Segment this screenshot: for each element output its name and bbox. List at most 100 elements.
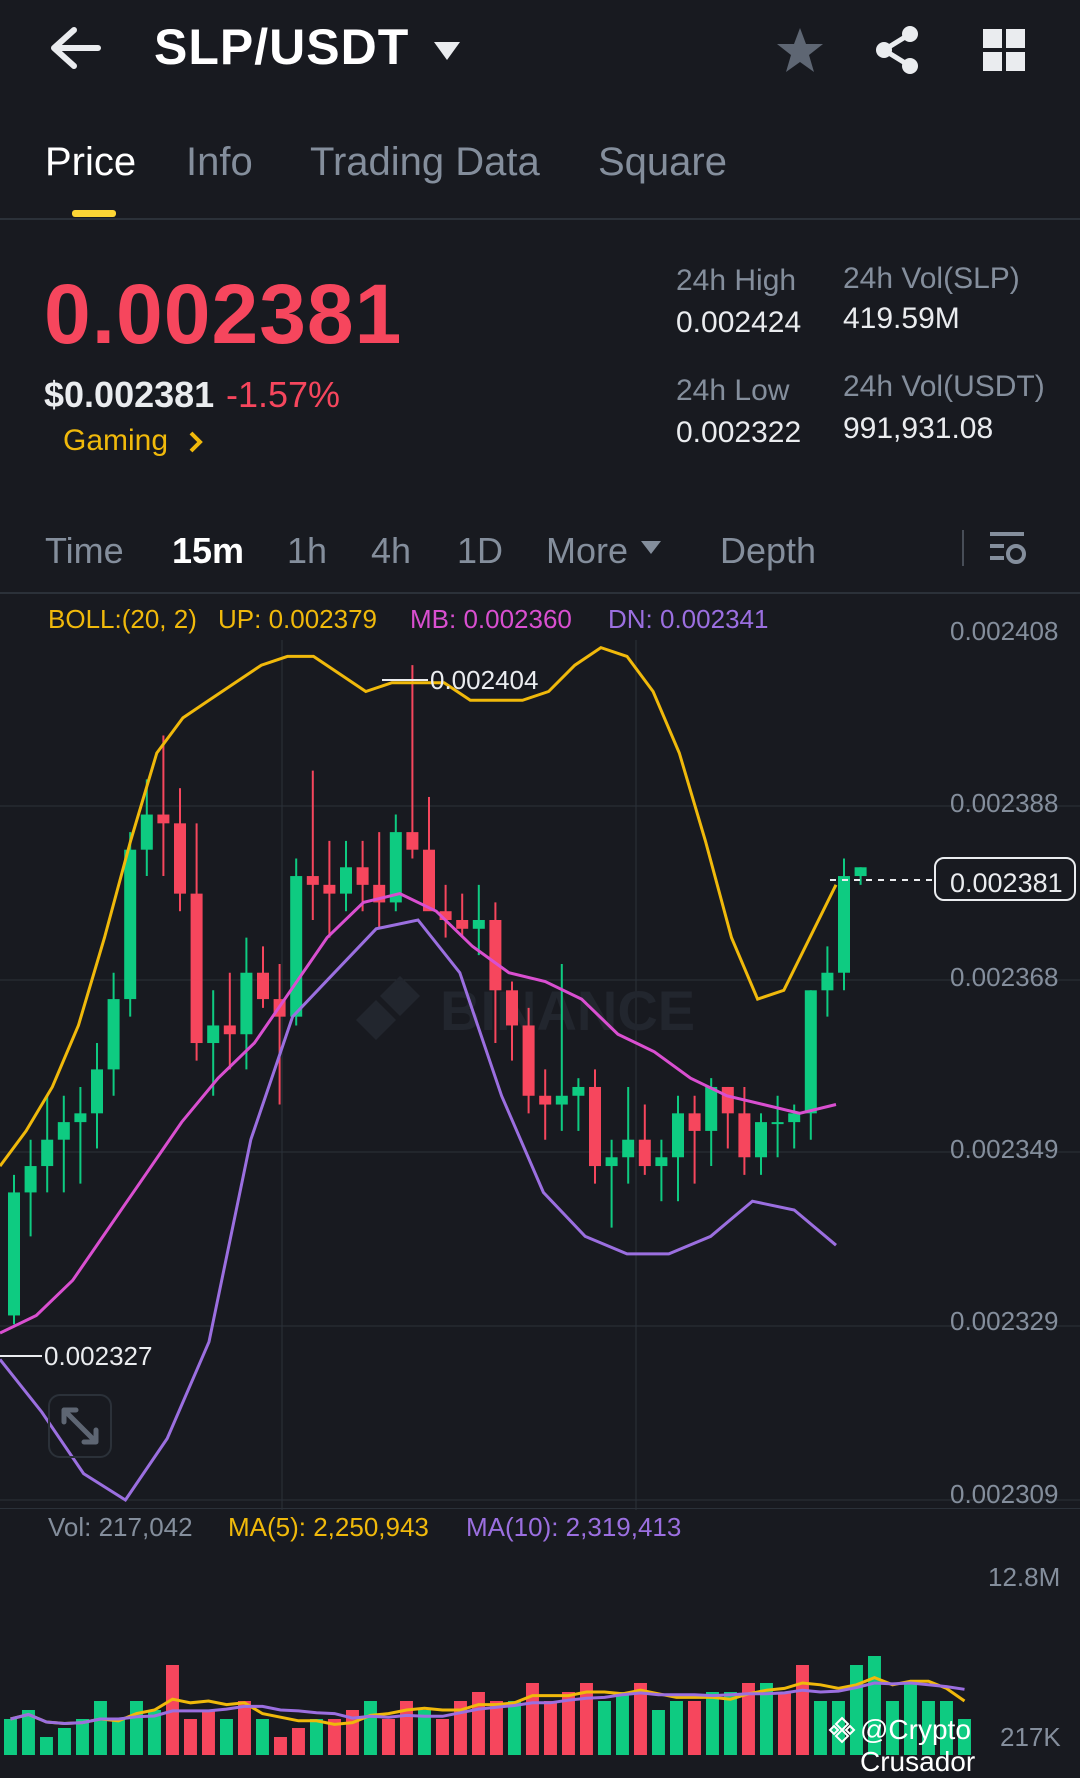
candle [638,1104,651,1175]
tab-price[interactable]: Price [45,140,137,184]
volume-bar [562,1692,575,1755]
candle [240,937,253,1070]
volume-bar [4,1719,17,1755]
candle [107,972,120,1096]
toolbar-separator [962,530,964,566]
volume-bar [310,1719,323,1755]
candle [157,735,170,877]
candle-body [340,867,352,894]
tab-trading-data[interactable]: Trading Data [310,140,540,184]
volume-bar [40,1737,53,1755]
boll-up-line [0,645,838,1167]
star-icon[interactable] [775,26,825,74]
caret-down-icon[interactable] [432,40,462,62]
candle [41,1095,54,1193]
candle [190,823,203,1061]
volume-bar [382,1719,395,1755]
candle-body [705,1086,718,1131]
volume-bar [364,1701,377,1755]
volume-bar [598,1701,611,1755]
candlestick-chart[interactable]: BINANCE [0,640,1080,1510]
candle [472,884,485,956]
boll-dn-line [0,918,837,1503]
chevron-right-icon[interactable] [188,430,204,454]
high-value: 0.002424 [676,306,802,339]
high-label: 24h High [676,264,797,297]
candle [223,972,236,1070]
caret-down-icon[interactable] [640,540,662,556]
candle [539,1069,552,1140]
tf-time[interactable]: Time [45,530,124,571]
candle [622,1086,635,1184]
candle-body [24,1166,37,1193]
vol-slp-value: 419.59M [843,302,960,335]
candle [124,832,137,1017]
volume-ma5: MA(5): 2,250,943 [228,1512,429,1542]
candle [522,1007,535,1114]
candle [838,858,850,991]
price-change-percent: -1.57% [226,374,341,415]
volume-bar [580,1683,593,1755]
candle [555,963,568,1131]
chart-settings-icon[interactable] [988,528,1028,568]
candle-body [107,999,120,1070]
candle-body [356,867,369,885]
tf-15m[interactable]: 15m [172,530,245,571]
candle [306,770,319,920]
volume-bar [76,1719,89,1755]
volume-bar [184,1719,197,1755]
candle [207,990,220,1096]
pair-title[interactable]: SLP/USDT [154,19,410,75]
category-tag[interactable]: Gaming [63,424,169,457]
tab-info[interactable]: Info [186,140,253,184]
volume-bar [706,1692,719,1755]
tf-depth[interactable]: Depth [720,530,817,571]
volume-bar [220,1719,233,1755]
candle-body [589,1086,601,1167]
volume-bar [202,1710,215,1755]
volume-bar [958,1719,971,1755]
candle-body [8,1192,20,1316]
min-price-annotation: 0.002327 [44,1341,153,1371]
price-axis-label: 0.002388 [950,788,1059,818]
tab-square[interactable]: Square [598,140,727,184]
candle-body [854,867,867,877]
volume-bar [544,1701,557,1755]
expand-icon [61,1407,99,1445]
volume-bar [616,1692,629,1755]
binance-watermark-icon: BINANCE [356,976,695,1042]
low-value: 0.002322 [676,416,802,449]
volume-bar [904,1683,917,1755]
candle-body [472,920,485,929]
candle-body [489,920,502,991]
price-axis-label: 0.002368 [950,962,1059,992]
candle-body [174,823,186,894]
candle-body [771,1122,784,1125]
fullscreen-button[interactable] [48,1394,112,1458]
candle [655,1139,668,1202]
volume-bar [436,1719,449,1755]
tf-1d[interactable]: 1D [457,530,504,571]
tabs-divider [0,218,1080,220]
boll-label: BOLL:(20, 2) [48,604,197,634]
candle [340,840,352,912]
tf-4h[interactable]: 4h [371,530,412,571]
grid-icon[interactable] [982,28,1026,72]
tf-more[interactable]: More [546,530,629,571]
volume-bar [22,1710,35,1755]
candle-body [74,1113,87,1123]
volume-bar [328,1719,341,1755]
max-price-annotation: 0.002404 [430,665,539,695]
volume-bar [418,1710,431,1755]
share-icon[interactable] [872,24,922,76]
back-arrow-icon[interactable] [48,26,104,70]
volume-bar [670,1701,683,1755]
low-label: 24h Low [676,374,790,407]
candle-body [688,1113,701,1131]
candle [356,840,369,912]
candle [174,788,186,912]
volume-bar [724,1692,737,1755]
volume-divider [0,1508,1080,1509]
tf-1h[interactable]: 1h [287,530,328,571]
watermark-credit: @Crypto Crusador [860,1714,976,1777]
